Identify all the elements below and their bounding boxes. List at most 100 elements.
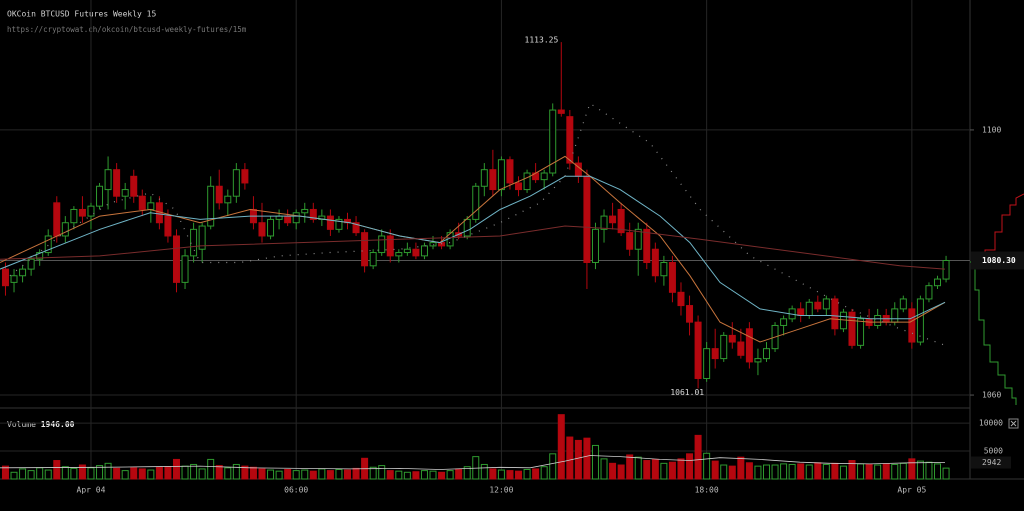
volume-bar [190,463,198,480]
candle-body [925,285,933,300]
volume-bar [711,460,719,480]
volume-bar [36,467,44,480]
volume-bar [549,453,557,480]
candle-body [463,218,471,237]
volume-bar [839,465,847,480]
x-tick-label: 18:00 [695,486,719,495]
candle-body [258,222,266,237]
candle-body [172,235,180,283]
x-tick-label: 06:00 [284,486,308,495]
volume-bar [583,437,591,480]
volume-bar [916,460,924,480]
volume-bar [309,470,317,480]
volume-bar [113,467,121,480]
volume-bar [489,468,497,480]
volume-bar [515,470,523,480]
candle-body [660,261,668,277]
volume-tick-label: 5000 [984,447,1003,456]
candle-body [335,218,343,230]
candle-body [44,235,52,254]
candle-body [694,321,702,379]
candle-body [267,218,275,237]
volume-bar [147,469,155,480]
candle-body [27,258,35,270]
volume-bar [395,470,403,480]
candle-body [104,169,112,191]
volume-bar [198,468,206,480]
volume-bar [463,466,471,480]
volume-bar [600,458,608,480]
volume-bar [745,462,753,480]
volume-bar [164,466,172,480]
volume-bar [172,458,180,480]
candle-body [737,341,745,356]
indicator-line [0,175,946,320]
volume-bar [275,470,283,480]
volume-bar [574,439,582,480]
volume-bar [797,463,805,480]
candle-body [480,169,488,187]
volume-bar [651,458,659,480]
candle-body [643,228,651,263]
candle-body [668,261,676,293]
volume-bar [557,414,565,480]
volume-bar [925,461,933,480]
volume-bar [822,463,830,480]
volume-bar [369,466,377,480]
volume-bar [412,471,420,480]
volume-bar [865,463,873,480]
candle-body [566,116,574,164]
candle-body [403,248,411,254]
volume-bar [617,464,625,480]
volume-bar [104,462,112,480]
candle-body [609,215,617,224]
volume-bar [532,468,540,480]
volume-bar [130,467,138,480]
candle-body [138,195,146,210]
candle-body [130,175,138,197]
candle-body [36,252,44,260]
candle-body [10,275,18,283]
volume-bar [386,470,394,480]
volume-bar [44,469,52,480]
volume-bar [677,458,685,480]
y-tick-label: 1060 [982,391,1001,400]
candle-body [814,301,822,310]
volume-bar [891,463,899,480]
volume-bar [634,456,642,480]
volume-bar [224,467,232,480]
indicator-line [0,225,946,270]
candle-body [857,318,865,346]
volume-bar [138,468,146,480]
volume-bar [284,468,292,480]
volume-bar [771,464,779,480]
candle-body [147,202,155,210]
candle-body [626,232,634,250]
candle-body [899,298,907,310]
volume-bar [292,470,300,480]
volume-bar [1,465,9,480]
volume-bar [249,466,257,480]
volume-bar [480,463,488,480]
candle-body [891,308,899,323]
volume-bar [155,466,163,480]
volume-bar [267,469,275,480]
candle-body [583,175,591,263]
volume-bar [540,466,548,480]
volume-bar [497,469,505,480]
close-icon [1010,420,1017,427]
last-price-tag [971,251,1024,270]
candle-body [181,255,189,283]
candle-body [121,189,129,197]
close-button[interactable] [1008,418,1019,429]
indicator-line [9,102,946,346]
candle-body [686,305,694,323]
candle-body [745,328,753,363]
candle-body [489,169,497,191]
candle-body [703,348,711,379]
candle-body [908,308,916,343]
candle-body [506,159,514,184]
